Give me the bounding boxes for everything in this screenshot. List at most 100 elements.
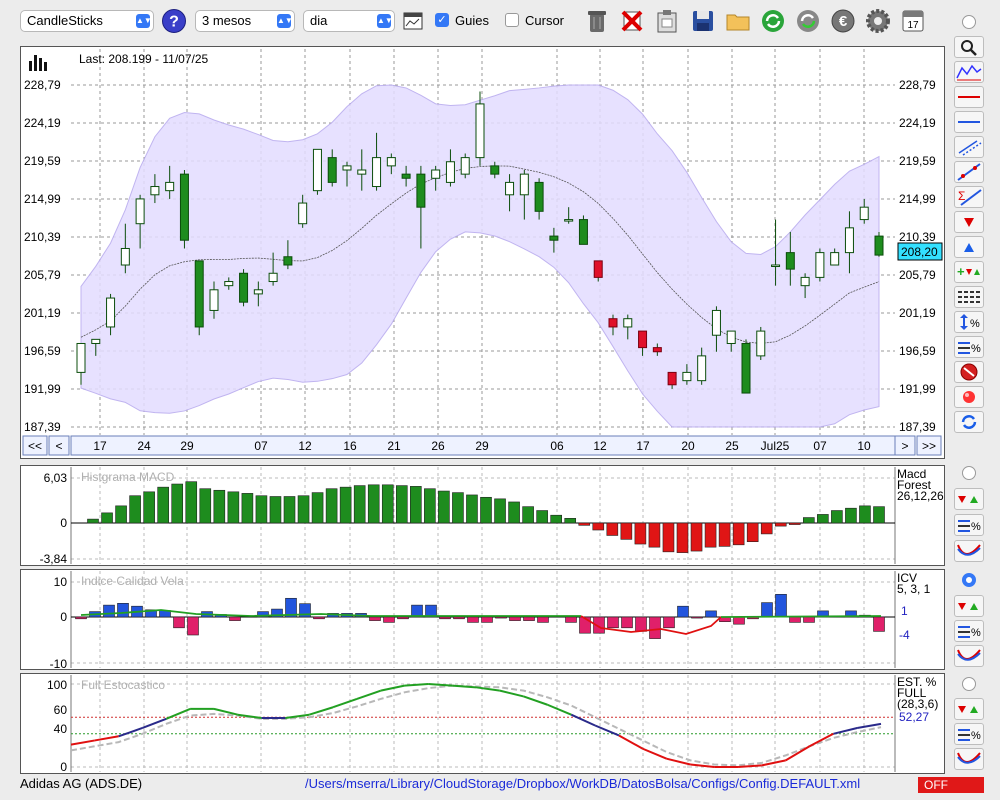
icv-bar bbox=[873, 616, 885, 632]
radio-stoch[interactable] bbox=[962, 677, 976, 691]
stoch-k-segment bbox=[165, 707, 191, 720]
period-select[interactable]: 3 mesos ▲▼ bbox=[195, 10, 295, 32]
interval-select[interactable]: dia ▲▼ bbox=[303, 10, 395, 32]
hline-blue-button[interactable] bbox=[954, 111, 984, 133]
calendar-icon[interactable]: 17 bbox=[900, 8, 926, 34]
arrow-up-button[interactable] bbox=[954, 236, 984, 258]
icv-bar bbox=[635, 616, 647, 632]
date-axis-labels: 17 24 29 07 12 16 21 26 29 06 12 17 20 25 Jul25 07 10 bbox=[93, 439, 871, 453]
hline-red-button[interactable] bbox=[954, 86, 984, 108]
record-button[interactable] bbox=[954, 386, 984, 408]
radio-macd[interactable] bbox=[962, 466, 976, 480]
plus-arrows-icon: + bbox=[957, 264, 980, 279]
sync-icon[interactable] bbox=[795, 8, 821, 34]
stoch-signals-button[interactable] bbox=[954, 698, 984, 720]
svg-text:%: % bbox=[971, 521, 981, 533]
prev-page-button[interactable] bbox=[48, 435, 70, 456]
help-icon[interactable]: ? bbox=[161, 8, 187, 34]
stoch-y-40: 40 bbox=[54, 722, 68, 736]
icv-curve-button[interactable] bbox=[954, 645, 984, 667]
date-label: 07 bbox=[254, 439, 268, 453]
last-page-button[interactable] bbox=[916, 435, 942, 456]
stoch-k-segment bbox=[785, 745, 811, 762]
percent-lines-button[interactable]: % bbox=[954, 336, 984, 358]
stop-button[interactable] bbox=[954, 361, 984, 383]
icv-percent-button[interactable]: % bbox=[954, 620, 984, 642]
macd-percent-button[interactable]: % bbox=[954, 514, 984, 536]
stoch-k-segment bbox=[452, 684, 477, 689]
stoch-k-segment bbox=[833, 727, 858, 735]
macd-bar bbox=[564, 518, 577, 524]
candle-body bbox=[268, 272, 278, 283]
macd-bar bbox=[817, 514, 829, 524]
save-icon[interactable] bbox=[690, 8, 716, 34]
trendline-button[interactable] bbox=[954, 161, 984, 183]
magnifier-icon bbox=[961, 40, 977, 56]
mini-chart-button[interactable] bbox=[954, 61, 984, 83]
arrow-down-button[interactable] bbox=[954, 211, 984, 233]
candle-body bbox=[682, 371, 692, 382]
icv-bar bbox=[425, 604, 437, 618]
stoch-curve-button[interactable] bbox=[954, 748, 984, 770]
zoom-button[interactable] bbox=[954, 36, 984, 58]
first-page-button[interactable] bbox=[22, 435, 48, 456]
macd-bar bbox=[395, 485, 408, 524]
macd-signals-button[interactable] bbox=[954, 488, 984, 510]
percent-range-button[interactable]: % bbox=[954, 311, 984, 333]
stoch-percent-button[interactable]: % bbox=[954, 723, 984, 745]
chart-type-select[interactable]: CandleSticks ▲▼ bbox=[20, 10, 154, 32]
macd-bar bbox=[746, 522, 759, 543]
icv-bar bbox=[75, 616, 87, 620]
candle-body bbox=[91, 338, 101, 344]
next-page-button[interactable] bbox=[894, 435, 916, 456]
candles-layer bbox=[76, 91, 884, 394]
trash-icon[interactable] bbox=[584, 8, 610, 34]
svg-text:?: ? bbox=[169, 14, 179, 31]
icv-bar bbox=[257, 611, 269, 618]
date-label: 24 bbox=[137, 439, 151, 453]
icv-bar bbox=[789, 616, 801, 623]
window-icon[interactable] bbox=[403, 12, 423, 30]
candle-body bbox=[815, 252, 825, 278]
icv-signals-button[interactable] bbox=[954, 595, 984, 617]
icv-panel: Indice Calidad Vela 10 0 -10 ICV 5, 3, 1… bbox=[20, 569, 945, 671]
cursor-checkbox[interactable] bbox=[505, 13, 519, 27]
euro-icon[interactable]: € bbox=[830, 8, 856, 34]
reload-button[interactable] bbox=[954, 411, 984, 433]
candle-body bbox=[106, 297, 116, 328]
channel-button[interactable] bbox=[954, 136, 984, 158]
macd-bar bbox=[704, 522, 717, 548]
macd-curve-button[interactable] bbox=[954, 540, 984, 562]
icv-bar bbox=[593, 616, 605, 634]
macd-bar bbox=[241, 493, 254, 524]
clipboard-icon[interactable] bbox=[654, 8, 680, 34]
icv-bar bbox=[439, 616, 451, 620]
guides-checkbox[interactable]: ✓ bbox=[435, 13, 449, 27]
radio-icv[interactable] bbox=[962, 573, 976, 587]
lines-button[interactable] bbox=[954, 286, 984, 308]
refresh-icon[interactable] bbox=[760, 8, 786, 34]
candle-body bbox=[874, 235, 884, 256]
chevron-updown-icon: ▲▼ bbox=[277, 14, 293, 28]
stoch-k-segment bbox=[737, 764, 762, 768]
stoch-k-segment bbox=[499, 689, 524, 698]
icv-bar bbox=[621, 616, 633, 629]
candle-body bbox=[460, 157, 470, 175]
folder-icon[interactable] bbox=[725, 8, 751, 34]
price-label-left: 201,19 bbox=[24, 306, 61, 320]
radio-main[interactable] bbox=[962, 15, 976, 29]
first-page-label: << bbox=[28, 439, 42, 453]
fibonacci-button[interactable]: Σ bbox=[954, 186, 984, 208]
icv-y-zero: 0 bbox=[60, 610, 67, 624]
macd-bar bbox=[325, 488, 338, 524]
macd-bar bbox=[452, 492, 464, 524]
add-signal-button[interactable]: + bbox=[954, 261, 984, 283]
delete-icon[interactable] bbox=[619, 8, 645, 34]
off-indicator[interactable]: OFF bbox=[918, 777, 984, 793]
icv-bar bbox=[117, 603, 129, 618]
stoch-k-segment bbox=[809, 732, 834, 748]
macd-bar bbox=[339, 486, 352, 524]
config-path[interactable]: /Users/mserra/Library/CloudStorage/Dropb… bbox=[305, 776, 861, 791]
icv-bar bbox=[229, 616, 241, 621]
gear-icon[interactable] bbox=[865, 8, 891, 34]
